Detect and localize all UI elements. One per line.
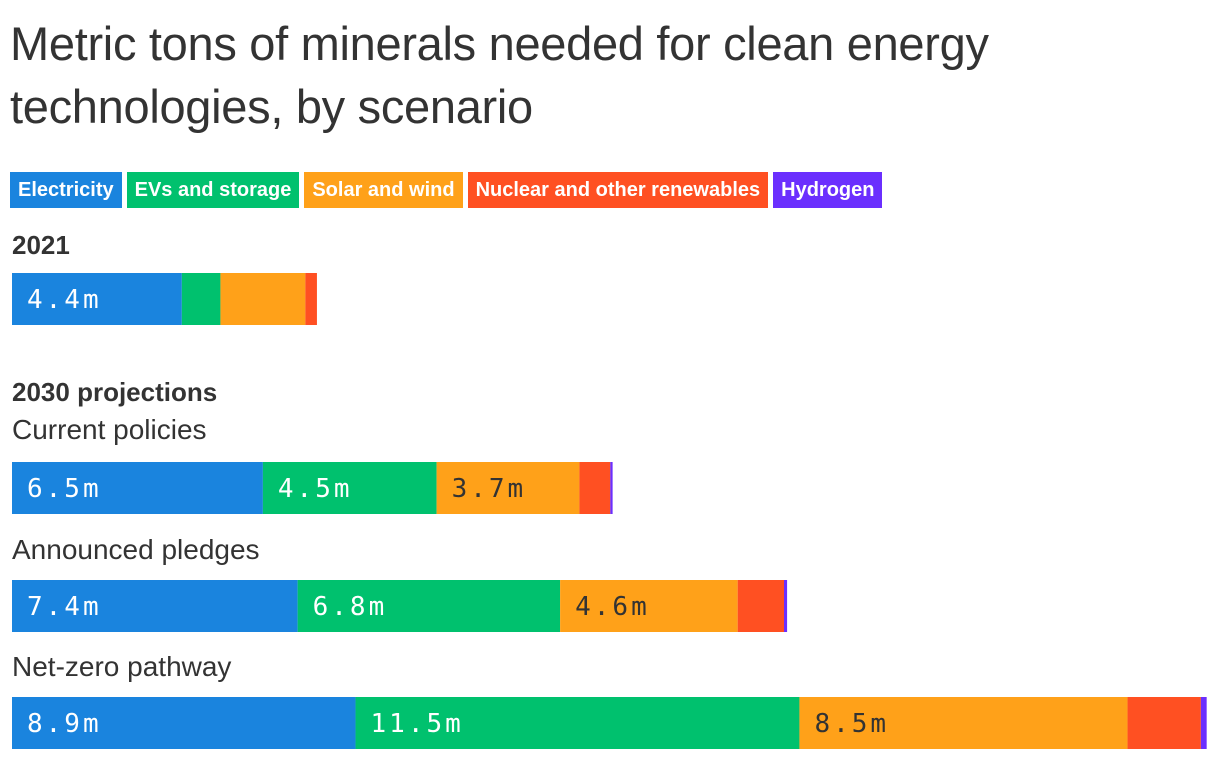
bar-announced-pledges-evs-and-storage [297,580,561,632]
data-label-announced-pledges-evs-and-storage: 6.8m [313,592,388,622]
bar-net-zero-pathway-solar-and-wind [799,697,1128,749]
bar-announced-pledges-nuclear-and-other-renewables [737,580,784,632]
bar-current-policies-nuclear-and-other-renewables [579,462,611,514]
bar-net-zero-pathway-evs-and-storage [355,697,800,749]
bar-current-policies-electricity [12,462,263,514]
data-label-current-policies-electricity: 6.5m [27,474,102,504]
row-label-net-zero: Net-zero pathway [12,651,232,682]
data-label-current-policies-solar-and-wind: 3.7m [452,474,527,504]
bar-2021-solar-and-wind [220,273,306,325]
bar-net-zero-pathway-electricity [12,697,356,749]
data-label-2021-electricity: 4.4m [27,285,102,315]
bar-current-policies-evs-and-storage [262,462,437,514]
data-label-current-policies-evs-and-storage: 4.5m [278,474,353,504]
bar-net-zero-pathway-nuclear-and-other-renewables [1127,697,1201,749]
data-label-net-zero-pathway-solar-and-wind: 8.5m [814,709,889,739]
legend: Electricity EVs and storage Solar and wi… [10,172,883,208]
row-label-announced-pledges: Announced pledges [12,534,260,565]
data-label-net-zero-pathway-evs-and-storage: 11.5m [371,709,464,739]
bar-2021-evs-and-storage [181,273,221,325]
data-label-net-zero-pathway-electricity: 8.9m [27,709,102,739]
chart-title: Metric tons of minerals needed for clean… [10,17,989,133]
section-label-2030: 2030 projections [12,377,218,407]
legend-item-hydrogen: Hydrogen [773,172,883,208]
legend-item-nuclear-renewables: Nuclear and other renewables [467,172,769,208]
bar-announced-pledges-solar-and-wind [560,580,738,632]
row-label-current-policies: Current policies [12,414,207,445]
bar-current-policies-hydrogen [610,462,613,514]
legend-item-evs-storage: EVs and storage [126,172,300,208]
data-label-announced-pledges-solar-and-wind: 4.6m [575,592,650,622]
bar-announced-pledges-electricity [12,580,298,632]
data-label-announced-pledges-electricity: 7.4m [27,592,102,622]
bar-net-zero-pathway-hydrogen [1200,697,1207,749]
bar-current-policies-solar-and-wind [436,462,580,514]
bar-announced-pledges-hydrogen [784,580,788,632]
legend-item-solar-wind: Solar and wind [304,172,463,208]
bar-2021-electricity [12,273,182,325]
section-label-2021: 2021 [12,230,70,260]
bar-2021-nuclear-and-other-renewables [305,273,317,325]
legend-item-electricity: Electricity [10,172,122,208]
